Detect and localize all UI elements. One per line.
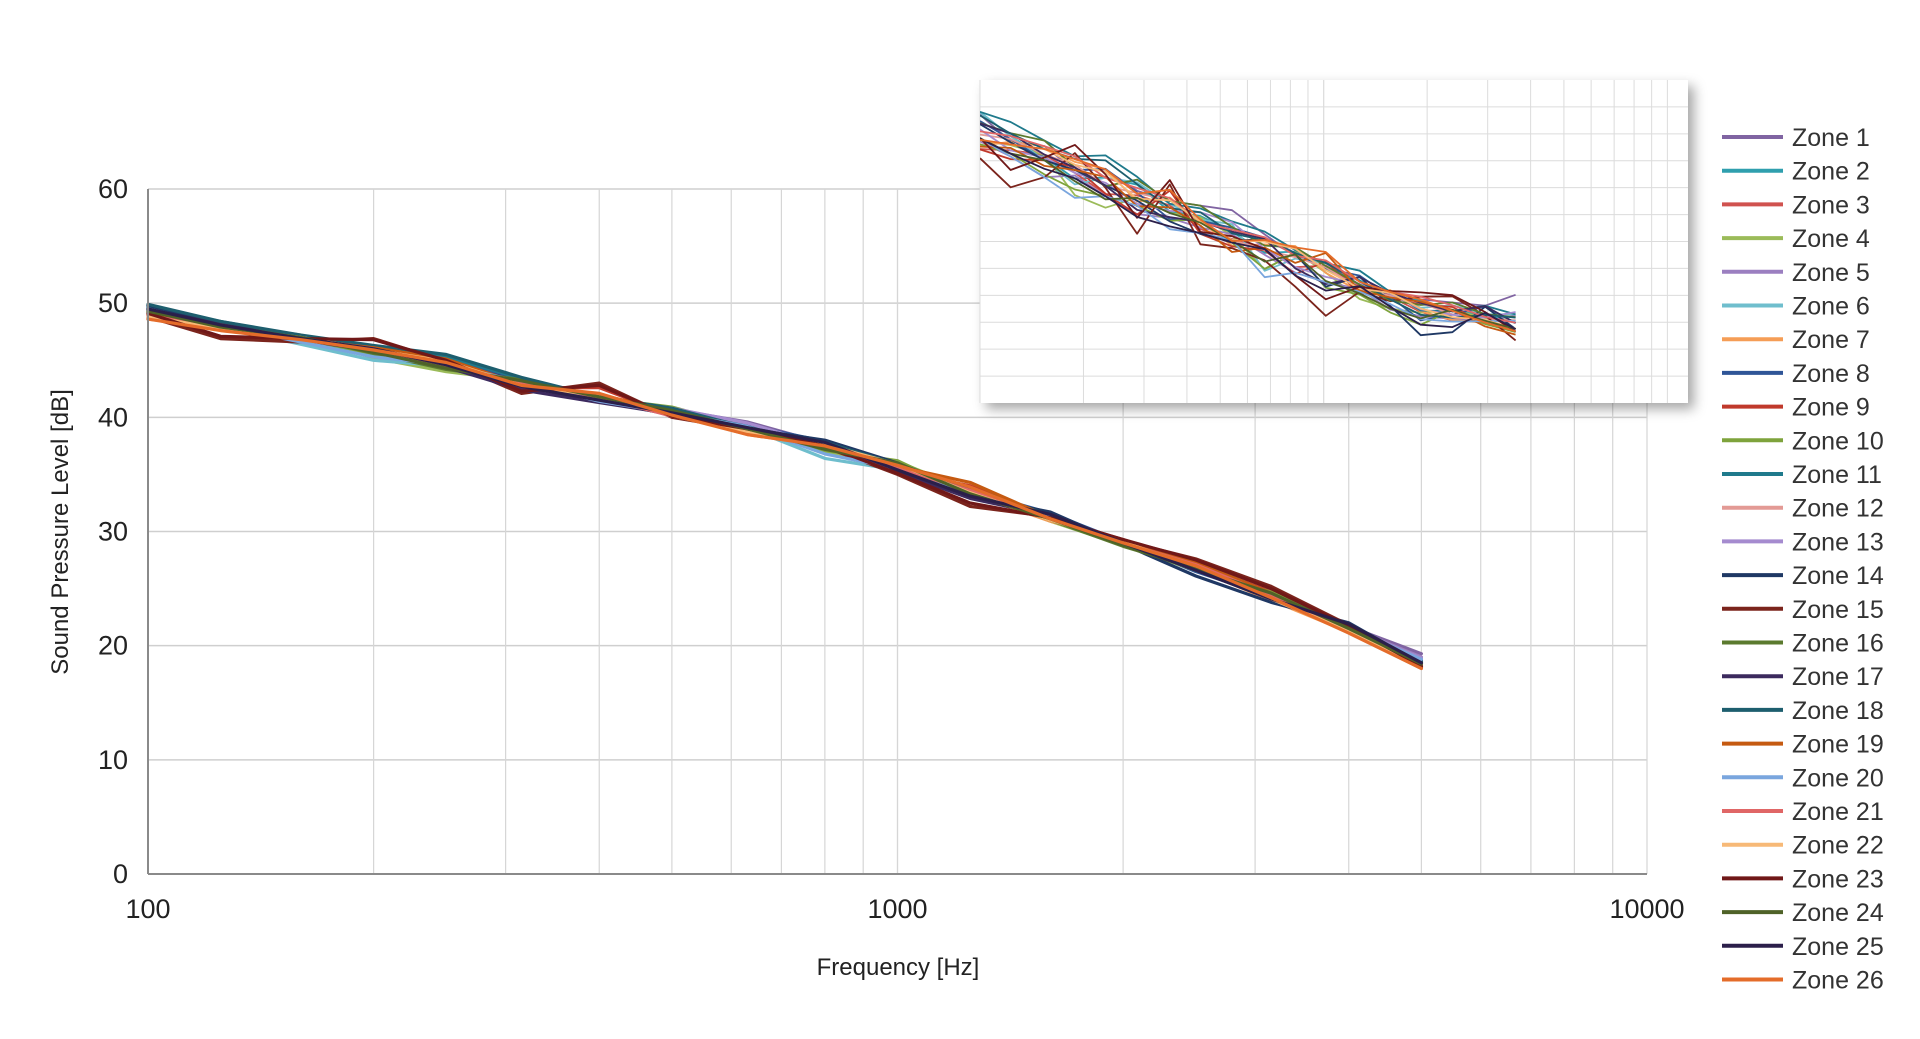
series-line-zone-26: [146, 317, 1424, 671]
legend-label: Zone 18: [1792, 697, 1884, 725]
legend-label: Zone 17: [1792, 663, 1884, 691]
x-tick-label: 1000: [867, 894, 927, 924]
y-tick-label: 0: [113, 859, 128, 889]
inset-series-lines: [980, 110, 1517, 342]
legend-label: Zone 15: [1792, 596, 1884, 624]
legend-label: Zone 6: [1792, 293, 1870, 321]
inset-series-line-zone-19: [980, 145, 1516, 336]
legend-label: Zone 25: [1792, 933, 1884, 961]
legend-label: Zone 21: [1792, 798, 1884, 826]
y-tick-label: 50: [98, 288, 128, 318]
legend: Zone 1 Zone 2 Zone 3 Zone 4 Zone 5 Zone 6 Zone…: [1722, 124, 1884, 995]
inset-series-line-zone-17: [980, 122, 1517, 324]
legend-label: Zone 5: [1792, 259, 1870, 287]
inset-series-line-zone-25: [980, 137, 1517, 330]
inset-series-line-zone-23: [980, 137, 1517, 333]
series-line-zone-23: [146, 311, 1424, 668]
y-tick-label: 30: [98, 517, 128, 547]
legend-label: Zone 14: [1792, 562, 1884, 590]
inset-series-line-zone-10: [980, 143, 1516, 333]
legend-label: Zone 9: [1792, 394, 1870, 422]
legend-label: Zone 19: [1792, 731, 1884, 759]
y-tick-label: 20: [98, 631, 128, 661]
legend-label: Zone 24: [1792, 899, 1884, 927]
legend-label: Zone 22: [1792, 832, 1884, 860]
x-axis-title: Frequency [Hz]: [817, 954, 980, 981]
axes: [147, 189, 1647, 875]
legend-label: Zone 20: [1792, 764, 1884, 792]
legend-label: Zone 2: [1792, 158, 1870, 186]
legend-label: Zone 10: [1792, 427, 1884, 455]
legend-label: Zone 1: [1792, 124, 1870, 152]
tick-labels: 0 10 20 30 40 50 60 100 1000 10000: [98, 174, 1685, 924]
main-series-lines: [146, 302, 1424, 671]
y-tick-label: 10: [98, 745, 128, 775]
inset-chart: [979, 80, 1688, 403]
inset-series-line-zone-26: [980, 138, 1516, 333]
legend-label: Zone 13: [1792, 528, 1884, 556]
legend-label: Zone 12: [1792, 495, 1884, 523]
legend-label: Zone 7: [1792, 326, 1870, 354]
inset-series-line-zone-21: [980, 130, 1516, 324]
legend-label: Zone 3: [1792, 191, 1870, 219]
legend-label: Zone 23: [1792, 865, 1884, 893]
inset-series-line-zone-20: [980, 137, 1516, 323]
x-tick-label: 100: [125, 894, 170, 924]
y-tick-label: 60: [98, 174, 128, 204]
y-axis-title: Sound Pressure Level [dB]: [47, 389, 74, 675]
main-grid: [147, 188, 1648, 875]
legend-label: Zone 8: [1792, 360, 1870, 388]
legend-label: Zone 16: [1792, 630, 1884, 658]
legend-label: Zone 11: [1792, 461, 1882, 489]
legend-label: Zone 26: [1792, 967, 1884, 995]
inset-series-line-zone-24: [980, 137, 1516, 330]
y-tick-label: 40: [98, 402, 128, 432]
legend-label: Zone 4: [1792, 225, 1870, 253]
x-tick-label: 10000: [1609, 894, 1684, 924]
